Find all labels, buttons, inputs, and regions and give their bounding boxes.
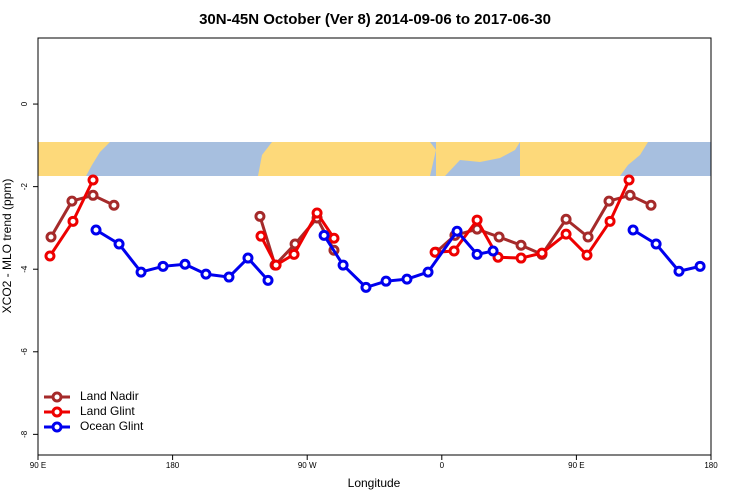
data-point (288, 248, 300, 260)
plot-frame (37, 37, 712, 456)
x-axis-label: Longitude (348, 476, 401, 490)
data-point (157, 260, 169, 272)
data-point (581, 249, 593, 261)
data-point (471, 214, 483, 226)
data-point (223, 271, 235, 283)
y-tick-label: -6 (20, 348, 29, 356)
series-line (95, 228, 270, 282)
data-point (448, 245, 460, 257)
x-tick-label: 90 E (568, 461, 584, 470)
series-line (632, 228, 701, 273)
data-point (179, 258, 191, 270)
y-tick-label: -8 (20, 430, 29, 438)
data-point (560, 213, 572, 225)
data-point (624, 189, 636, 201)
series-line (434, 179, 631, 260)
data-point (422, 266, 434, 278)
data-point (515, 239, 527, 251)
data-point (87, 189, 99, 201)
x-tick-label: 0 (440, 461, 445, 470)
data-point (560, 228, 572, 240)
data-point (515, 252, 527, 264)
data-point (311, 207, 323, 219)
x-tick-label: 180 (166, 461, 180, 470)
series-line (49, 193, 115, 238)
legend-label: Land Nadir (80, 389, 139, 403)
legend-marker (51, 391, 63, 403)
data-point (645, 199, 657, 211)
data-point (262, 274, 274, 286)
data-point (328, 232, 340, 244)
data-point (429, 246, 441, 258)
x-tick-label: 90 W (298, 461, 317, 470)
legend-marker (51, 421, 63, 433)
data-point (604, 215, 616, 227)
map-strip (38, 142, 711, 176)
data-point (650, 238, 662, 250)
y-tick-label: -2 (20, 183, 29, 191)
y-tick-label: 0 (20, 101, 29, 106)
data-point (380, 275, 392, 287)
chart-title: 30N-45N October (Ver 8) 2014-09-06 to 20… (199, 11, 551, 28)
data-point (90, 224, 102, 236)
data-point (113, 238, 125, 250)
y-tick-label: -4 (20, 265, 29, 273)
data-point (67, 215, 79, 227)
data-point (255, 230, 267, 242)
data-point (87, 174, 99, 186)
data-point (673, 265, 685, 277)
data-point (603, 195, 615, 207)
data-point (108, 199, 120, 211)
data-point (135, 266, 147, 278)
data-point (318, 229, 330, 241)
x-tick-label: 180 (704, 461, 718, 470)
data-point (471, 248, 483, 260)
legend-label: Land Glint (80, 404, 135, 418)
y-axis-label: XCO2 - MLO trend (ppm) (0, 179, 14, 314)
data-point (627, 224, 639, 236)
data-point (66, 195, 78, 207)
data-point (487, 245, 499, 257)
data-point (536, 247, 548, 259)
data-point (44, 250, 56, 262)
data-point (401, 273, 413, 285)
legend-marker (51, 406, 63, 418)
data-point (623, 174, 635, 186)
data-point (582, 231, 594, 243)
data-point (254, 210, 266, 222)
data-point (337, 259, 349, 271)
x-tick-label: 90 E (30, 461, 46, 470)
data-point (242, 252, 254, 264)
data-point (45, 231, 57, 243)
data-point (270, 259, 282, 271)
data-point (694, 260, 706, 272)
data-point (200, 268, 212, 280)
data-point (493, 231, 505, 243)
data-point (451, 225, 463, 237)
data-point (360, 281, 372, 293)
legend-label: Ocean Glint (80, 419, 144, 433)
